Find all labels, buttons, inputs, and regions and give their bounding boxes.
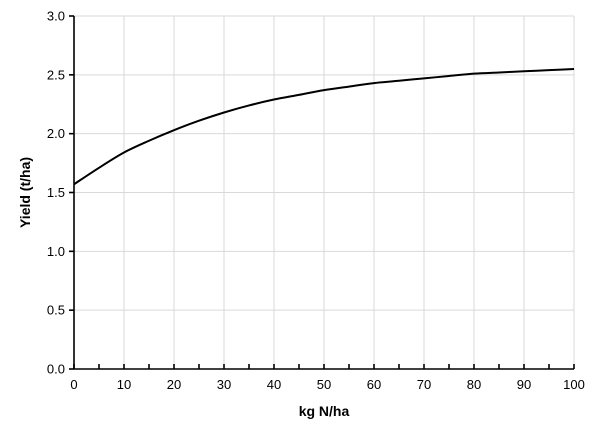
x-tick-label: 80 <box>467 377 481 392</box>
x-tick-label: 70 <box>417 377 431 392</box>
y-tick-label: 0.5 <box>47 303 65 318</box>
x-axis-title: kg N/ha <box>299 403 350 419</box>
y-tick-label: 2.0 <box>47 126 65 141</box>
y-tick-label: 0.0 <box>47 362 65 377</box>
x-tick-label: 40 <box>267 377 281 392</box>
y-tick-label: 2.5 <box>47 67 65 82</box>
plot-area <box>73 67 575 186</box>
y-tick-label: 1.5 <box>47 185 65 200</box>
yield-curve <box>73 67 575 186</box>
x-tick-label: 50 <box>317 377 331 392</box>
x-tick-label: 20 <box>167 377 181 392</box>
x-tick-label: 30 <box>217 377 231 392</box>
x-tick-label: 0 <box>70 377 77 392</box>
tick-labels: 0.0 0.5 1.0 1.5 2.0 2.5 3.0 0 10 20 30 40 50 60 70 80 90… <box>47 9 585 393</box>
y-tick-label: 1.0 <box>47 244 65 259</box>
y-axis-title: Yield (t/ha) <box>17 157 33 228</box>
x-tick-label: 60 <box>367 377 381 392</box>
x-tick-label: 90 <box>517 377 531 392</box>
x-tick-label: 10 <box>117 377 131 392</box>
y-tick-label: 3.0 <box>47 9 65 24</box>
grid <box>74 15 575 369</box>
x-tick-label: 100 <box>563 377 585 392</box>
axes <box>69 15 575 370</box>
